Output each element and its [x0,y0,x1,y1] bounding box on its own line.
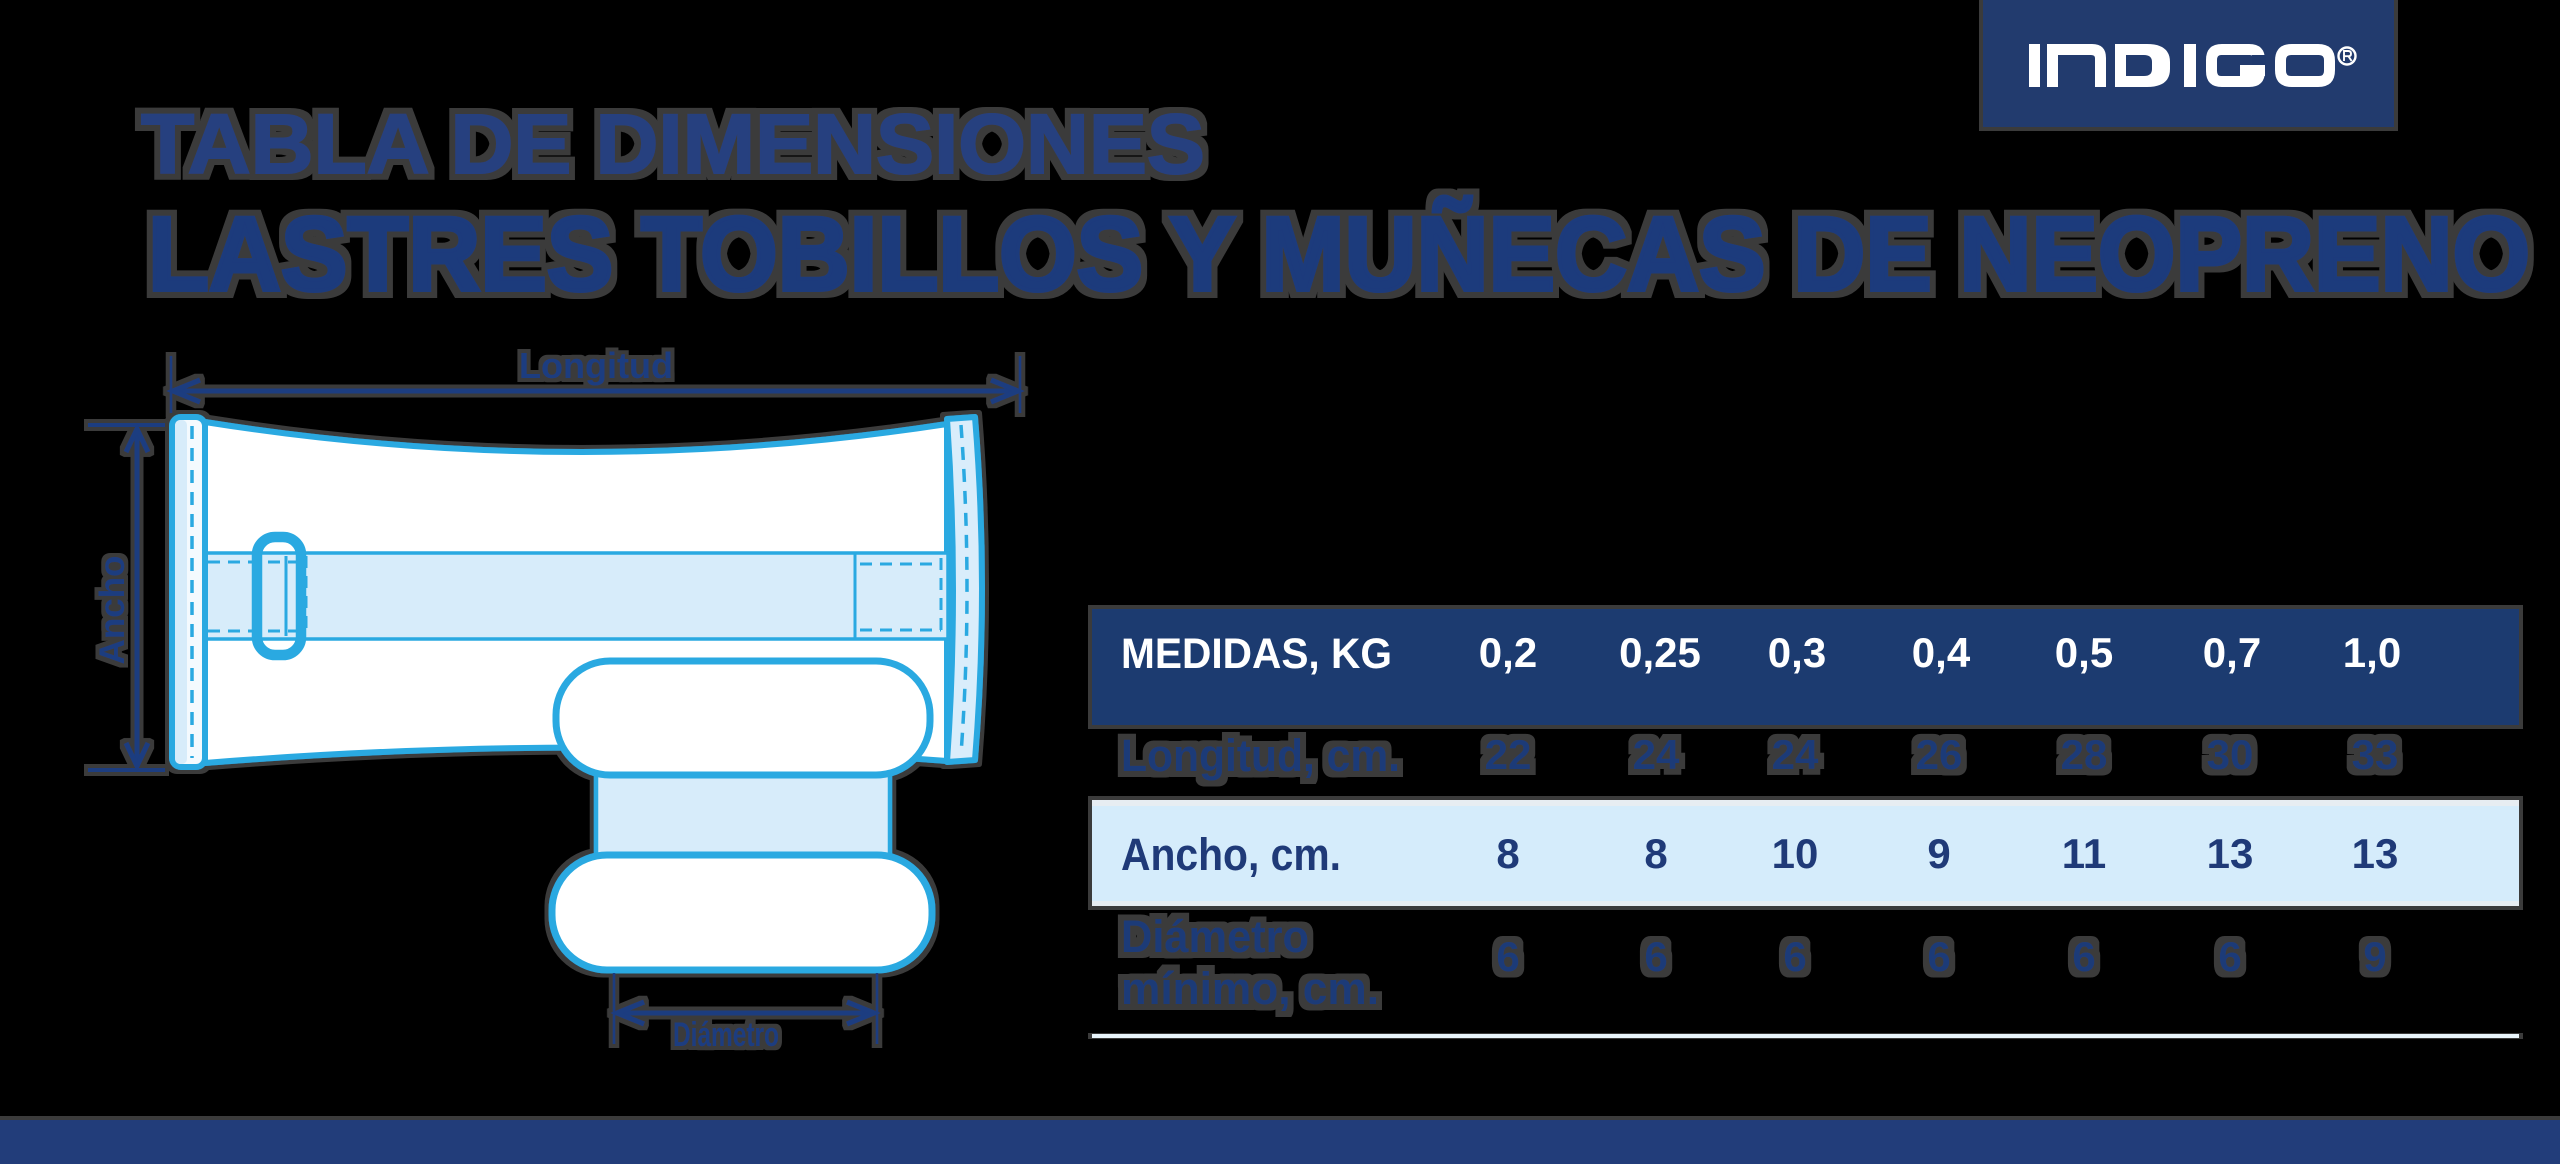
svg-text:1,0: 1,0 [2343,629,2401,676]
svg-text:6: 6 [1496,933,1519,980]
svg-text:0,5: 0,5 [2055,629,2113,676]
svg-text:30: 30 [2207,731,2254,778]
svg-text:6: 6 [2218,933,2241,980]
svg-text:24: 24 [1633,731,1680,778]
svg-text:mínimo, cm.: mínimo, cm. [1121,963,1379,1014]
svg-text:8: 8 [1496,830,1519,877]
svg-text:6: 6 [2072,933,2095,980]
svg-text:26: 26 [1916,731,1963,778]
svg-text:6: 6 [1644,933,1667,980]
svg-text:0,2: 0,2 [1479,629,1537,676]
svg-text:9: 9 [1927,830,1950,877]
svg-text:TABLA DE DIMENSIONES: TABLA DE DIMENSIONES [141,97,1205,191]
svg-text:LASTRES TOBILLOS Y MUÑECAS DE: LASTRES TOBILLOS Y MUÑECAS DE NEOPRENO [148,196,2530,313]
svg-text:0,4: 0,4 [1912,629,1971,676]
svg-text:13: 13 [2207,830,2254,877]
svg-text:24: 24 [1772,731,1819,778]
svg-text:Ancho, cm.: Ancho, cm. [1121,829,1341,880]
svg-text:33: 33 [2352,731,2399,778]
svg-text:6: 6 [1927,933,1950,980]
svg-text:0,3: 0,3 [1768,629,1826,676]
svg-text:MEDIDAS, KG: MEDIDAS, KG [1121,630,1392,678]
svg-text:Ancho: Ancho [93,556,132,665]
svg-text:6: 6 [1783,933,1806,980]
svg-text:22: 22 [1485,731,1532,778]
svg-text:8: 8 [1644,830,1667,877]
svg-text:0,7: 0,7 [2203,629,2261,676]
svg-text:11: 11 [2062,830,2106,877]
svg-text:0,25: 0,25 [1619,629,1701,676]
svg-text:Diámetro: Diámetro [673,1016,779,1054]
svg-text:Longitud: Longitud [519,345,673,386]
svg-text:10: 10 [1772,830,1819,877]
svg-text:28: 28 [2061,731,2108,778]
svg-text:9: 9 [2363,933,2386,980]
svg-text:Diámetro: Diámetro [1121,911,1309,962]
svg-text:13: 13 [2352,830,2399,877]
svg-text:Longitud, cm.: Longitud, cm. [1121,730,1400,781]
